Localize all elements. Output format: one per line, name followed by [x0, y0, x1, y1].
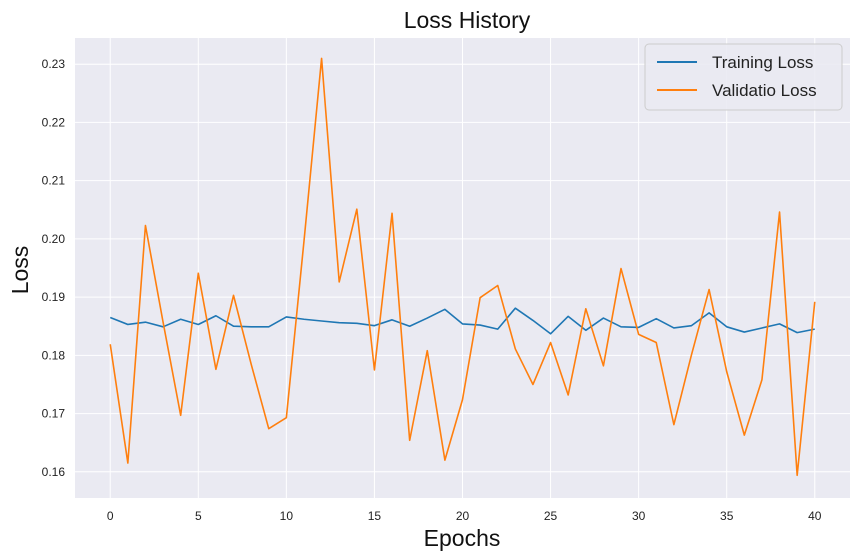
y-tick-label: 0.22 [42, 115, 66, 129]
y-tick-label: 0.18 [42, 348, 66, 362]
x-tick-label: 25 [544, 509, 558, 523]
grid-lines [75, 38, 850, 498]
y-tick-label: 0.19 [42, 290, 66, 304]
x-tick-label: 35 [720, 509, 734, 523]
y-tick-label: 0.17 [42, 407, 66, 421]
y-tick-labels: 0.16 0.17 0.18 0.19 0.20 0.21 0.22 0.23 [42, 57, 66, 479]
y-axis-label: Loss [7, 246, 33, 295]
x-tick-label: 15 [368, 509, 382, 523]
y-tick-label: 0.23 [42, 57, 66, 71]
series-lines [109, 57, 816, 477]
x-tick-label: 40 [808, 509, 822, 523]
y-tick-label: 0.20 [42, 232, 66, 246]
legend-label: Training Loss [712, 53, 813, 72]
y-tick-label: 0.16 [42, 465, 66, 479]
y-tick-label: 0.21 [42, 174, 66, 188]
x-tick-label: 20 [456, 509, 470, 523]
legend-box [644, 43, 843, 111]
x-tick-label: 30 [632, 509, 646, 523]
legend: Training Loss Validatio Loss [644, 43, 843, 111]
chart-title: Loss History [404, 7, 531, 33]
series-line-validation-loss [109, 57, 816, 477]
legend-label: Validatio Loss [712, 81, 817, 100]
x-tick-labels: 0 5 10 15 20 25 30 35 40 [107, 509, 822, 523]
x-tick-label: 10 [280, 509, 294, 523]
x-tick-label: 0 [107, 509, 114, 523]
x-axis-label: Epochs [424, 525, 501, 551]
x-tick-label: 5 [195, 509, 202, 523]
